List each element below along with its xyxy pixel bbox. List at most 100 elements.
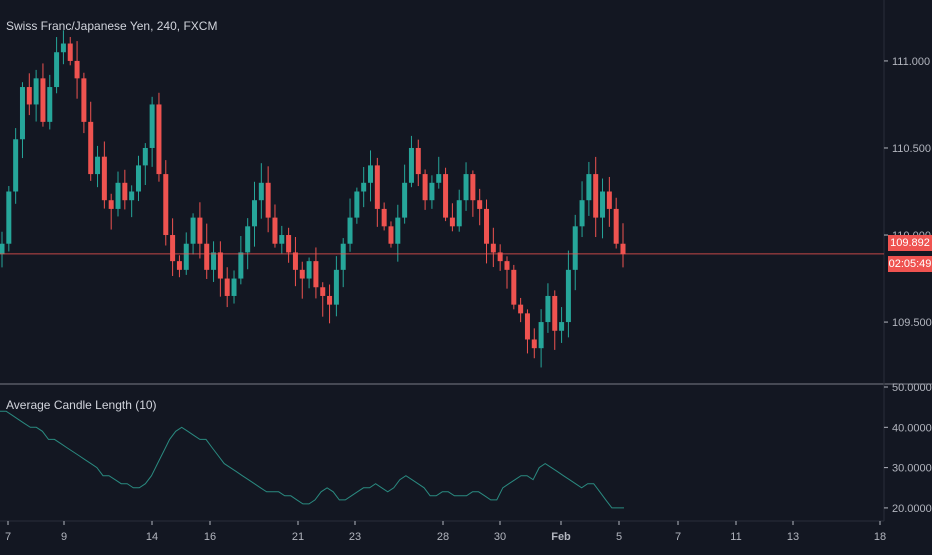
candle-body [613,208,619,244]
candle-body [586,174,592,201]
indicator-series-line [0,410,624,509]
time-axis-label: 14 [146,531,158,543]
candle-body [531,339,537,349]
candle-body [6,191,12,244]
time-axis-label: 7 [675,531,681,543]
indicator-axis-label: 50.0000 [892,382,932,394]
candle-body [456,200,462,227]
candle-body [422,174,428,201]
candle-body [272,217,278,244]
candle-body [265,182,271,218]
candle-body [258,182,264,201]
candle-body [484,208,490,244]
candle-body [204,243,210,270]
candle-body [47,87,53,122]
candle-body [156,104,162,175]
candle-body [313,261,319,288]
candle-body [443,174,449,218]
candle-body [224,278,230,296]
candle-body [238,252,244,279]
candle-body [245,226,251,253]
candle-body [511,269,517,305]
candle-body [415,147,421,175]
candle-body [395,217,401,244]
candle-body [552,295,558,331]
candle-body [13,139,19,192]
candle-body [490,243,496,253]
price-axis-label: 109.500 [892,317,932,329]
chart-title: Swiss Franc/Japanese Yen, 240, FXCM [6,19,218,33]
candle-body [518,304,524,314]
candle-body [545,295,551,323]
candle-body [579,200,585,227]
time-axis-label: 7 [5,531,11,543]
candle-body [217,252,223,279]
time-axis-label: 16 [204,531,216,543]
candle-body [504,261,510,270]
candle-body [620,243,626,255]
candle-body [115,182,121,209]
time-axis-label: 18 [874,531,886,543]
candle-body [67,43,73,61]
candle-body [26,87,32,105]
candle-body [572,226,578,270]
indicator-axis-label: 20.0000 [892,503,932,515]
candle-body [388,226,394,244]
candle-body [368,165,374,183]
candle-body [211,252,217,270]
time-axis-label: 23 [349,531,361,543]
candle-body [142,147,148,166]
candle-body [565,269,571,323]
candle-body [402,182,408,218]
candle-body [183,243,189,270]
candle-body [81,78,87,122]
candle-body [320,287,326,296]
candle-body [559,322,565,331]
candle-body [600,191,606,218]
candle-body [95,156,101,175]
indicator-title: Average Candle Length (10) [6,398,157,412]
candle-body [149,104,155,148]
candle-body [299,269,305,279]
candle-body [606,191,612,209]
candle-body [306,261,312,279]
candle-body [197,217,203,244]
candle-body [101,156,107,201]
candle-body [231,278,237,296]
candle-body [129,191,135,201]
candle-body [190,217,196,244]
candle-body [251,200,257,227]
indicator-axis-label: 30.0000 [892,463,932,475]
candle-body [74,60,80,79]
time-axis-label: 21 [292,531,304,543]
candle-body [108,200,114,209]
candle-body [361,182,367,192]
candle-body [33,78,39,105]
candle-body [463,174,469,201]
candle-body [477,200,483,209]
candle-body [340,243,346,270]
price-axis-label: 111.000 [892,56,930,68]
time-axis-label: 28 [437,531,449,543]
candle-body [170,235,176,262]
bar-countdown-badge: 02:05:49 [888,256,932,272]
candle-body [381,208,387,227]
candle-body [292,252,298,270]
candle-body [163,174,169,236]
candle-body [286,235,292,253]
candle-body [0,243,5,255]
candle-body [593,174,599,218]
candle-body [40,78,46,122]
time-axis-label: 13 [787,531,799,543]
candle-body [408,147,414,183]
time-axis-label: Feb [551,531,571,543]
candle-body [327,295,333,305]
candle-body [470,174,476,201]
candle-body [279,235,285,244]
candle-body [54,52,60,88]
candle-body [436,174,442,183]
candle-body [429,182,435,201]
candle-body [176,261,182,270]
